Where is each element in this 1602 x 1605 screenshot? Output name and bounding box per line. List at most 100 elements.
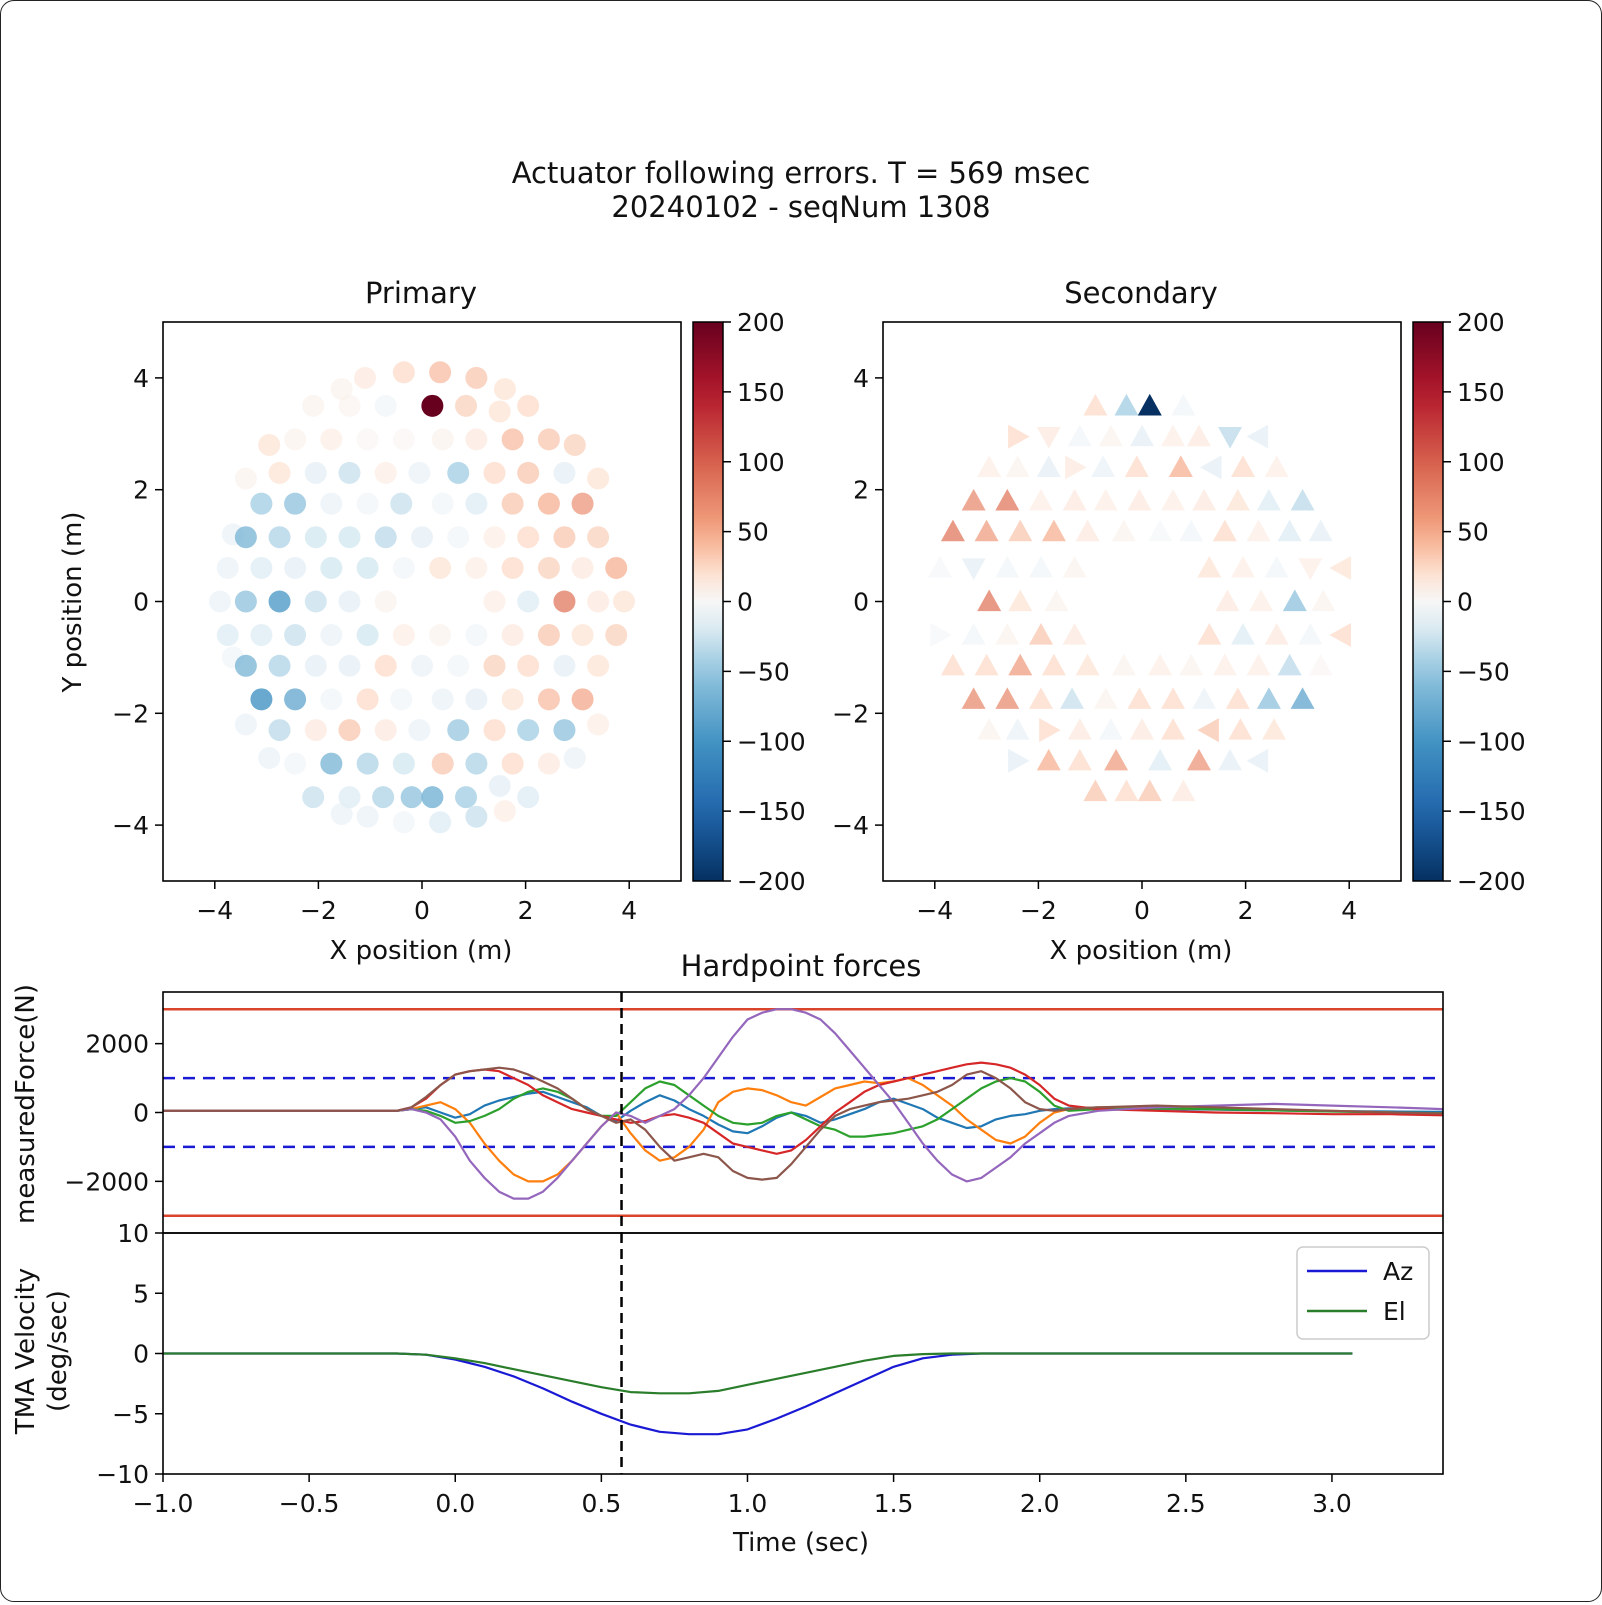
secondary-marker [1008, 748, 1030, 773]
primary-colorbar-tick-label: 150 [737, 378, 785, 407]
secondary-marker [1264, 455, 1289, 477]
secondary-marker [1062, 488, 1087, 511]
secondary-ytick-label: 2 [853, 476, 869, 505]
primary-marker [284, 556, 307, 579]
secondary-ytick-label: −2 [832, 699, 869, 728]
primary-marker [553, 654, 576, 677]
primary-xtick-label: −2 [300, 896, 337, 925]
secondary-colorbar-bar [1412, 321, 1444, 882]
primary-marker [587, 654, 610, 677]
primary-marker [483, 654, 506, 677]
secondary-marker [1290, 687, 1315, 709]
primary-marker [304, 461, 327, 484]
secondary-marker [1008, 519, 1033, 542]
secondary-marker [1225, 488, 1250, 511]
primary-marker [465, 805, 488, 828]
secondary-marker [961, 623, 986, 645]
secondary-marker [930, 623, 952, 648]
secondary-marker [961, 558, 986, 580]
primary-marker [356, 624, 379, 647]
velocity-axes: −10 −5 0 5 10 −1.0 −0.5 0.0 0.5 1.0 1.5 2.0 2.5 3.0 [96, 1219, 1444, 1518]
secondary-marker [1264, 555, 1289, 578]
secondary-marker [1256, 488, 1281, 511]
primary-marker [465, 688, 488, 711]
primary-marker [553, 590, 576, 613]
secondary-marker [977, 718, 1002, 740]
primary-marker [400, 786, 423, 809]
secondary-marker [1083, 393, 1108, 416]
primary-marker [320, 624, 343, 647]
primary-marker [605, 624, 628, 647]
velocity-series-line [163, 1352, 1353, 1436]
primary-marker [390, 688, 413, 711]
primary-marker [429, 811, 452, 834]
primary-xlabel: X position (m) [330, 936, 513, 966]
secondary-marker [1246, 519, 1271, 542]
primary-marker [411, 526, 433, 549]
primary-marker [338, 526, 361, 549]
secondary-marker [1231, 623, 1256, 645]
secondary-marker [1075, 519, 1100, 542]
secondary-marker [1127, 488, 1152, 511]
secondary-markers [927, 393, 1352, 802]
primary-marker [284, 624, 307, 647]
secondary-xtick-label: 2 [1238, 896, 1254, 925]
primary-plot: Primary X position (m) Y position (m) −4… [58, 276, 682, 966]
primary-marker [284, 688, 307, 711]
secondary-marker [1262, 718, 1287, 740]
primary-marker [338, 394, 361, 417]
secondary-marker [1329, 623, 1352, 648]
secondary-marker [1215, 589, 1240, 612]
primary-marker [356, 556, 379, 579]
primary-marker [488, 400, 511, 423]
primary-marker [429, 624, 452, 647]
primary-marker [304, 654, 327, 677]
primary-marker [258, 747, 281, 770]
primary-colorbar-bar [692, 321, 724, 882]
primary-xtick-label: −4 [196, 896, 233, 925]
primary-marker [517, 719, 540, 742]
primary-marker [302, 394, 325, 417]
secondary-marker [1044, 589, 1069, 612]
primary-frame [162, 321, 682, 882]
primary-ytick-label: 0 [133, 588, 149, 617]
primary-marker [304, 590, 327, 613]
secondary-marker [995, 555, 1020, 578]
primary-ytick-label: 2 [133, 476, 149, 505]
primary-marker [501, 492, 524, 515]
secondary-marker [1186, 748, 1211, 771]
primary-ylabel: Y position (m) [58, 511, 88, 693]
primary-marker [571, 688, 594, 711]
primary-marker [587, 467, 610, 490]
secondary-axes: −4 −2 0 2 4 −4 −2 0 2 4 [832, 364, 1357, 925]
secondary-marker [1060, 687, 1085, 709]
primary-marker [553, 719, 576, 742]
secondary-marker [1036, 455, 1061, 477]
primary-marker [493, 378, 516, 401]
primary-marker [501, 752, 524, 775]
primary-marker [455, 786, 478, 809]
velocity-xtick-label: −0.5 [279, 1489, 340, 1518]
primary-marker [216, 624, 239, 647]
secondary-marker [1114, 779, 1139, 802]
velocity-xtick-label: 0.0 [435, 1489, 475, 1518]
secondary-marker [1028, 488, 1053, 511]
secondary-marker [1171, 779, 1196, 802]
secondary-marker [995, 687, 1020, 709]
primary-marker [408, 719, 431, 742]
secondary-marker [1277, 653, 1302, 676]
forces-plot-area [163, 992, 1443, 1233]
secondary-marker [1161, 718, 1186, 740]
primary-marker [408, 461, 431, 484]
secondary-xtick-label: 0 [1134, 896, 1150, 925]
primary-marker [258, 433, 281, 456]
primary-marker [465, 556, 488, 579]
secondary-marker [1028, 623, 1053, 645]
primary-marker [537, 556, 560, 579]
secondary-marker [1231, 455, 1256, 477]
primary-marker [338, 461, 361, 484]
primary-marker [250, 492, 273, 515]
secondary-marker [1041, 519, 1066, 542]
primary-marker [356, 688, 379, 711]
velocity-xtick-label: 1.0 [728, 1489, 768, 1518]
